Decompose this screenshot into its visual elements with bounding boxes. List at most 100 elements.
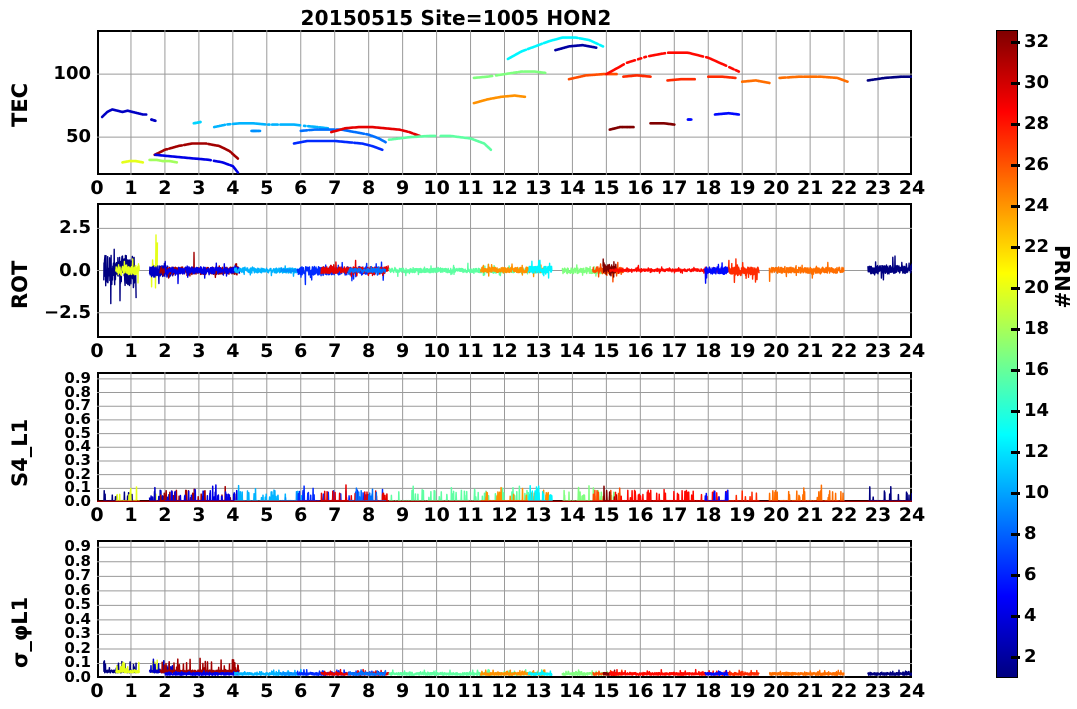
x-tick-label-tec: 11 — [457, 177, 484, 199]
s4-y-tick-label: 0.8 — [64, 382, 91, 401]
x-tick-label-sig: 14 — [559, 680, 586, 702]
s4-y-tick-label: 0.1 — [64, 478, 91, 497]
x-tick-label-s4: 5 — [260, 504, 274, 526]
s4-y-tick-label: 0.5 — [64, 423, 91, 442]
x-tick-label-s4: 18 — [695, 504, 722, 526]
x-tick-label-s4: 10 — [423, 504, 450, 526]
x-tick-label-rot: 6 — [294, 340, 308, 362]
colorbar-label: PRN# — [1050, 245, 1074, 309]
x-tick-label-sig: 5 — [260, 680, 274, 702]
colorbar-tick-mark — [1011, 451, 1020, 454]
x-tick-label-tec: 23 — [864, 177, 892, 199]
x-tick-label-sig: 11 — [457, 680, 484, 702]
x-tick-label-rot: 3 — [192, 340, 206, 362]
x-tick-label-rot: 18 — [695, 340, 722, 362]
colorbar-tick-mark — [1011, 369, 1020, 372]
x-tick-label-rot: 23 — [864, 340, 892, 362]
x-tick-label-tec: 1 — [124, 177, 138, 199]
x-tick-label-rot: 7 — [328, 340, 342, 362]
sigma-phi-y-tick-label: 0.3 — [64, 624, 91, 643]
x-tick-label-rot: 9 — [396, 340, 410, 362]
colorbar-tick-mark — [1011, 656, 1020, 659]
x-tick-label-rot: 15 — [593, 340, 620, 362]
x-tick-label-s4: 16 — [627, 504, 654, 526]
x-tick-label-rot: 12 — [491, 340, 518, 362]
x-tick-label-sig: 19 — [728, 680, 756, 702]
colorbar-tick-label: 30 — [1024, 72, 1050, 94]
colorbar-tick-label: 8 — [1024, 523, 1037, 545]
x-tick-label-sig: 12 — [491, 680, 518, 702]
colorbar-tick-label: 22 — [1024, 236, 1050, 258]
x-tick-label-rot: 22 — [830, 340, 858, 362]
x-tick-label-sig: 6 — [294, 680, 308, 702]
colorbar-tick-mark — [1011, 410, 1020, 413]
x-tick-label-tec: 0 — [90, 177, 104, 199]
s4-y-tick-label: 0.6 — [64, 409, 91, 428]
x-tick-label-rot: 8 — [362, 340, 376, 362]
colorbar-tick-label: 16 — [1024, 359, 1050, 381]
x-tick-label-s4: 4 — [226, 504, 240, 526]
x-tick-label-sig: 1 — [124, 680, 138, 702]
x-tick-label-tec: 17 — [661, 177, 688, 199]
tec-y-tick-label: 50 — [65, 126, 91, 148]
sigma-phi-y-tick-label: 0.2 — [64, 638, 91, 657]
x-tick-label-rot: 24 — [898, 340, 926, 362]
sigma-phi-y-tick-label: 0.7 — [64, 566, 91, 585]
x-tick-label-sig: 17 — [661, 680, 688, 702]
s4-y-tick-label: 0.7 — [64, 396, 91, 415]
colorbar-tick-label: 6 — [1024, 564, 1037, 586]
s4-y-tick-label: 0.2 — [64, 464, 91, 483]
tec-y-tick-label: 100 — [53, 63, 91, 85]
x-tick-label-tec: 20 — [762, 177, 790, 199]
x-tick-label-sig: 23 — [864, 680, 892, 702]
x-tick-label-s4: 11 — [457, 504, 484, 526]
x-tick-label-rot: 19 — [728, 340, 756, 362]
x-tick-label-tec: 5 — [260, 177, 274, 199]
sigma-phi-panel — [97, 540, 912, 678]
x-tick-label-rot: 2 — [158, 340, 172, 362]
colorbar-tick-mark — [1011, 82, 1020, 85]
s4-y-tick-label: 0.9 — [64, 368, 91, 387]
x-tick-label-rot: 11 — [457, 340, 484, 362]
x-tick-label-s4: 8 — [362, 504, 376, 526]
colorbar-tick-mark — [1011, 615, 1020, 618]
x-tick-label-rot: 13 — [525, 340, 552, 362]
colorbar-tick-label: 10 — [1024, 482, 1050, 504]
x-tick-label-tec: 8 — [362, 177, 376, 199]
sigma-phi-y-tick-label: 0.1 — [64, 653, 91, 672]
colorbar-tick-label: 2 — [1024, 646, 1037, 668]
x-tick-label-tec: 7 — [328, 177, 342, 199]
x-tick-label-s4: 6 — [294, 504, 308, 526]
x-tick-label-rot: 0 — [90, 340, 104, 362]
s4-axis-label: S4_L1 — [8, 418, 32, 487]
colorbar-tick-mark — [1011, 41, 1020, 44]
x-tick-label-s4: 3 — [192, 504, 206, 526]
sigma-phi-y-tick-label: 0.5 — [64, 595, 91, 614]
x-tick-label-rot: 4 — [226, 340, 240, 362]
x-tick-label-sig: 10 — [423, 680, 450, 702]
s4-y-tick-label: 0.4 — [64, 437, 91, 456]
x-tick-label-sig: 0 — [90, 680, 104, 702]
x-tick-label-sig: 16 — [627, 680, 654, 702]
colorbar-tick-label: 18 — [1024, 318, 1050, 340]
x-tick-label-rot: 1 — [124, 340, 138, 362]
x-tick-label-rot: 17 — [661, 340, 688, 362]
x-tick-label-tec: 10 — [423, 177, 450, 199]
tec-panel — [97, 30, 912, 175]
x-tick-label-tec: 3 — [192, 177, 206, 199]
x-tick-label-s4: 19 — [728, 504, 756, 526]
x-tick-label-s4: 7 — [328, 504, 342, 526]
x-tick-label-s4: 14 — [559, 504, 586, 526]
x-tick-label-rot: 21 — [796, 340, 824, 362]
x-tick-label-tec: 4 — [226, 177, 240, 199]
x-tick-label-s4: 20 — [762, 504, 790, 526]
x-tick-label-s4: 0 — [90, 504, 104, 526]
sigma-phi-y-tick-label: 0.9 — [64, 537, 91, 556]
colorbar-tick-mark — [1011, 533, 1020, 536]
x-tick-label-tec: 21 — [796, 177, 824, 199]
x-tick-label-tec: 9 — [396, 177, 410, 199]
x-tick-label-tec: 14 — [559, 177, 586, 199]
x-tick-label-s4: 15 — [593, 504, 620, 526]
colorbar-tick-mark — [1011, 246, 1020, 249]
x-tick-label-sig: 24 — [898, 680, 926, 702]
